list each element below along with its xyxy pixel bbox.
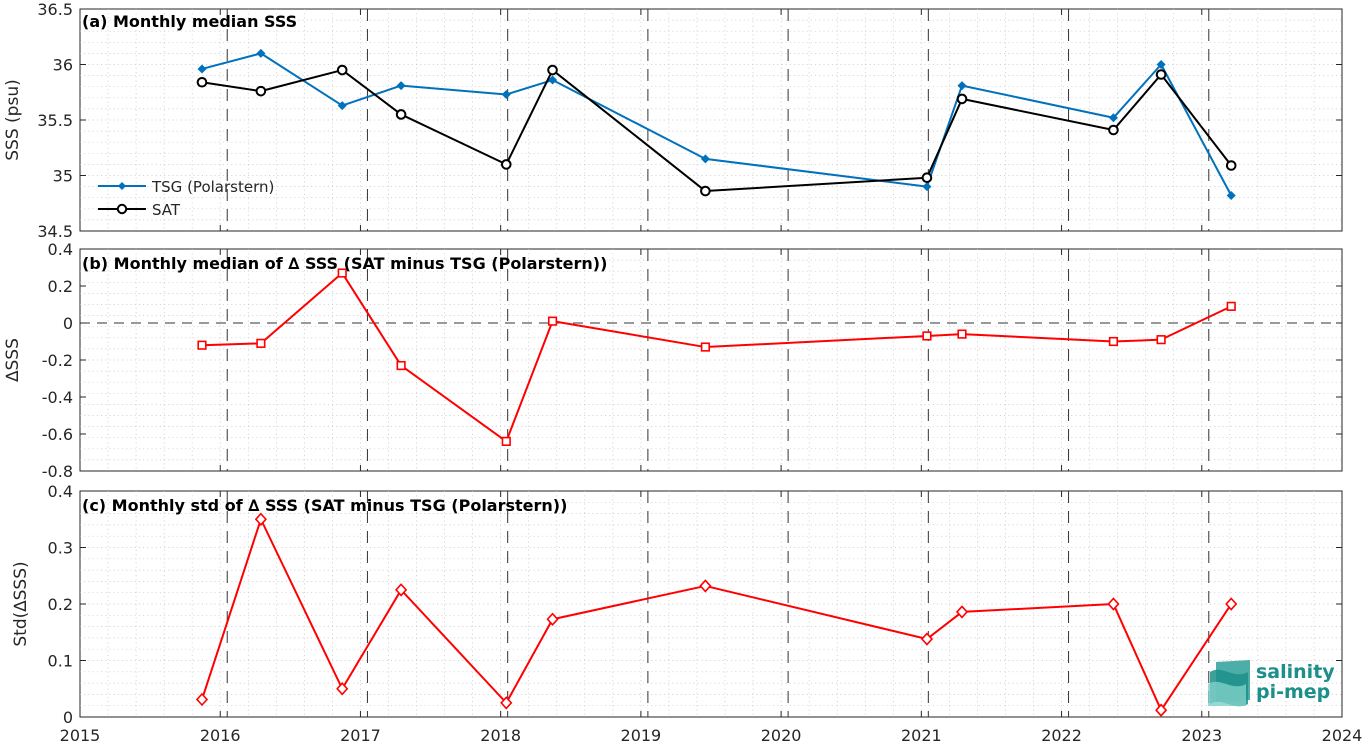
data-point-marker: [1108, 124, 1119, 136]
data-point-marker: [500, 159, 512, 170]
x-tick-label: 2018: [480, 726, 521, 745]
data-point-marker: [254, 512, 267, 526]
data-point-marker: [197, 340, 207, 350]
data-point-marker: [337, 101, 347, 111]
data-point-marker: [501, 436, 511, 447]
panel-a-title: (a) Monthly median SSS: [82, 12, 297, 31]
data-point-marker: [256, 338, 266, 348]
data-point-marker: [1107, 597, 1120, 611]
y-tick-label: 0.2: [48, 595, 73, 614]
legend-label-sat: SAT: [152, 201, 181, 219]
data-point-marker: [922, 182, 932, 192]
y-tick-label: 0.1: [48, 652, 73, 671]
data-point-marker: [547, 64, 558, 76]
data-point-marker: [1108, 336, 1119, 347]
data-point-marker: [699, 579, 712, 593]
data-point-marker: [396, 81, 406, 91]
data-point-marker: [395, 583, 408, 597]
data-point-marker: [957, 81, 967, 91]
data-point-marker: [197, 64, 207, 74]
panel-c-ylabel: Std(∆SSS): [11, 561, 31, 646]
legend: TSG (Polarstern) SAT: [98, 178, 274, 219]
x-tick-label: 2015: [60, 726, 101, 745]
x-tick-label: 2022: [1041, 726, 1082, 745]
data-point-marker: [501, 89, 511, 99]
data-point-marker: [396, 360, 406, 371]
data-point-marker: [1108, 113, 1118, 123]
y-tick-label: 35: [53, 167, 73, 186]
data-point-marker: [921, 172, 933, 184]
data-point-marker: [336, 682, 349, 696]
y-tick-label: -0.8: [42, 462, 73, 481]
y-tick-label: 0.3: [48, 539, 73, 558]
data-point-marker: [395, 109, 407, 120]
x-tick-label: 2016: [200, 726, 241, 745]
x-tick-label: 2020: [761, 726, 802, 745]
panel-c-title: (c) Monthly std of ∆ SSS (SAT minus TSG …: [82, 496, 567, 515]
x-tick-label: 2024: [1322, 726, 1363, 745]
x-tick-label: 2023: [1181, 726, 1222, 745]
logo-line2: pi-mep: [1256, 681, 1330, 703]
legend-marker-sat: [116, 203, 128, 215]
data-point-marker: [336, 64, 348, 76]
y-tick-label: 34.5: [37, 222, 73, 241]
y-tick-label: 0.2: [48, 277, 73, 296]
series-line-panel-2: [201, 272, 1232, 443]
y-tick-label: 36: [53, 56, 73, 75]
data-point-marker: [1155, 69, 1167, 80]
data-point-marker: [1156, 60, 1166, 69]
data-point-marker: [700, 185, 711, 197]
x-tick-label: 2017: [340, 726, 381, 745]
data-point-marker: [195, 692, 209, 707]
panel-a-ylabel: SSS (psu): [3, 79, 23, 160]
salinity-pi-mep-logo: salinity pi-mep: [1208, 660, 1335, 707]
data-point-marker: [700, 154, 710, 164]
text-layer: 34.5 35 35.5 36 36.5 -0.8 -0.6 -0.4 -0.2 0 0.2 0.4 0…: [37, 0, 1362, 745]
data-point-marker: [955, 605, 969, 619]
x-tick-label: 2019: [621, 726, 662, 745]
data-point-marker: [1155, 703, 1168, 717]
data-point-marker: [956, 93, 968, 105]
legend-marker-tsg: [118, 182, 126, 190]
y-tick-label: 0.4: [48, 240, 73, 259]
grid-layer: [79, 8, 1343, 718]
data-point-marker: [256, 48, 266, 58]
data-point-marker: [922, 331, 932, 341]
y-tick-label: 0: [63, 314, 73, 333]
y-tick-label: 0: [63, 708, 73, 727]
legend-label-tsg: TSG (Polarstern): [151, 178, 274, 196]
data-point-marker: [1156, 335, 1166, 345]
data-layer: [195, 48, 1238, 717]
data-point-marker: [1225, 597, 1238, 611]
series-line-panel-3: [201, 518, 1233, 712]
y-tick-label: 35.5: [37, 111, 73, 130]
series-line-tsg-polarstern-: [201, 52, 1233, 196]
data-point-marker: [957, 329, 967, 339]
y-tick-label: 0.4: [48, 482, 73, 501]
data-point-marker: [547, 316, 558, 326]
y-tick-label: -0.6: [42, 425, 73, 444]
data-point-marker: [920, 632, 934, 646]
data-point-marker: [1226, 190, 1236, 200]
data-point-marker: [500, 696, 513, 710]
data-point-marker: [546, 612, 559, 626]
y-tick-label: -0.4: [42, 388, 73, 407]
data-point-marker: [1226, 301, 1236, 311]
data-point-marker: [548, 75, 558, 85]
logo-wave-icon: [1208, 660, 1250, 707]
data-point-marker: [1225, 160, 1237, 171]
panel-b-title: (b) Monthly median of ∆ SSS (SAT minus T…: [82, 254, 607, 273]
y-tick-label: -0.2: [42, 351, 73, 370]
logo-line1: salinity: [1256, 661, 1335, 683]
data-point-marker: [700, 342, 710, 352]
series-line-sat: [201, 69, 1233, 193]
panel-b-ylabel: ∆SSS: [3, 338, 23, 383]
x-tick-label: 2021: [901, 726, 942, 745]
data-point-marker: [255, 85, 267, 97]
data-point-marker: [337, 268, 347, 278]
data-point-marker: [196, 76, 208, 88]
y-tick-label: 36.5: [37, 0, 73, 19]
